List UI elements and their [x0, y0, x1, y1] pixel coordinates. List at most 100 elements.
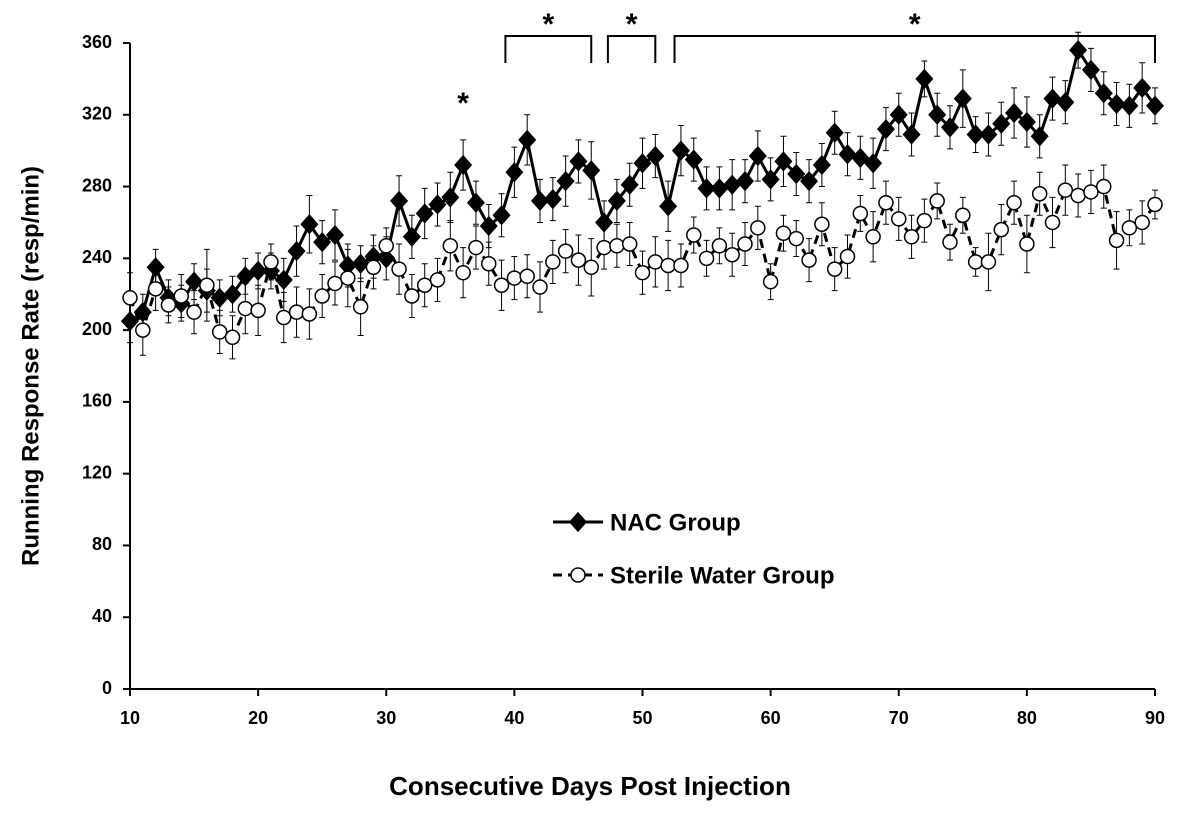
data-point	[1030, 126, 1049, 147]
legend-label: Sterile Water Group	[610, 562, 834, 589]
x-tick-label: 50	[632, 708, 652, 728]
data-point	[1134, 214, 1150, 231]
data-point	[263, 254, 279, 270]
data-point	[826, 261, 843, 277]
data-point	[723, 174, 742, 195]
data-point	[993, 221, 1009, 238]
data-point	[543, 188, 562, 210]
data-point	[607, 190, 626, 212]
data-point	[916, 212, 933, 229]
data-point	[852, 205, 869, 222]
data-point	[839, 248, 856, 265]
data-point	[340, 270, 356, 286]
data-point	[481, 255, 497, 272]
y-tick-label: 280	[82, 175, 112, 195]
data-point	[659, 196, 678, 217]
data-point	[1005, 102, 1024, 124]
data-point	[569, 151, 588, 172]
data-point	[250, 302, 266, 319]
data-point	[634, 264, 651, 281]
data-point	[864, 153, 883, 174]
data-point	[1121, 220, 1138, 236]
data-point	[697, 178, 716, 199]
data-point	[583, 259, 599, 276]
data-point	[865, 229, 881, 245]
significance-bracket	[504, 35, 593, 63]
data-point	[223, 284, 242, 305]
data-point	[979, 124, 998, 145]
data-point	[633, 153, 652, 174]
data-point	[416, 277, 433, 293]
data-point	[940, 117, 960, 138]
x-tick-label: 80	[1017, 708, 1037, 728]
x-tick-label: 10	[120, 708, 140, 728]
data-point	[620, 174, 639, 195]
data-point	[325, 224, 345, 246]
x-tick-label: 40	[504, 708, 524, 728]
data-point	[915, 68, 934, 90]
legend-marker	[570, 567, 586, 583]
x-tick-label: 70	[889, 708, 909, 728]
data-point	[812, 154, 831, 176]
y-tick-label: 0	[102, 678, 112, 698]
data-point	[402, 226, 421, 247]
data-point	[493, 277, 510, 293]
data-point	[1107, 93, 1126, 115]
data-point	[775, 225, 792, 241]
y-tick-label: 120	[82, 462, 112, 482]
data-point	[237, 300, 254, 317]
data-point	[545, 254, 561, 270]
data-point	[1057, 182, 1074, 198]
data-point	[378, 238, 394, 254]
data-point	[160, 297, 177, 313]
data-point	[135, 322, 151, 338]
data-point	[774, 151, 793, 172]
data-point	[276, 309, 292, 326]
data-point	[1081, 59, 1100, 81]
x-tick-label: 30	[376, 708, 396, 728]
y-tick-label: 40	[92, 606, 112, 626]
data-point	[173, 288, 189, 304]
x-tick-label: 20	[248, 708, 268, 728]
data-point	[596, 239, 612, 256]
data-point	[454, 154, 473, 176]
data-point	[404, 288, 420, 304]
data-point	[352, 299, 369, 315]
data-point	[903, 229, 920, 245]
data-point	[582, 160, 601, 181]
data-point	[748, 145, 767, 167]
data-point	[1017, 111, 1036, 133]
data-point	[211, 324, 228, 340]
data-point	[825, 122, 844, 143]
data-point	[889, 104, 908, 125]
data-point	[1056, 92, 1075, 113]
data-point	[1147, 196, 1163, 213]
data-point	[314, 288, 330, 304]
x-axis-label: Consecutive Days Post Injection	[389, 771, 791, 801]
data-point	[327, 275, 343, 292]
data-point	[928, 104, 947, 125]
data-point	[724, 246, 740, 263]
data-point	[761, 169, 780, 190]
significance-label: *	[909, 8, 921, 41]
data-point	[1019, 236, 1035, 252]
data-point	[698, 250, 715, 267]
data-point	[814, 216, 830, 232]
data-point	[532, 279, 548, 295]
data-point	[556, 171, 575, 192]
data-point	[876, 119, 895, 140]
x-tick-label: 60	[761, 708, 781, 728]
data-point	[466, 192, 485, 213]
data-point	[390, 190, 409, 212]
data-point	[1094, 83, 1113, 104]
data-point	[313, 232, 332, 253]
data-point	[455, 264, 471, 281]
data-point	[1006, 194, 1022, 211]
data-point	[710, 178, 729, 199]
data-point	[506, 270, 523, 286]
data-point	[788, 230, 804, 247]
significance-label: *	[626, 8, 638, 41]
data-point	[442, 238, 459, 254]
data-point	[429, 272, 446, 288]
